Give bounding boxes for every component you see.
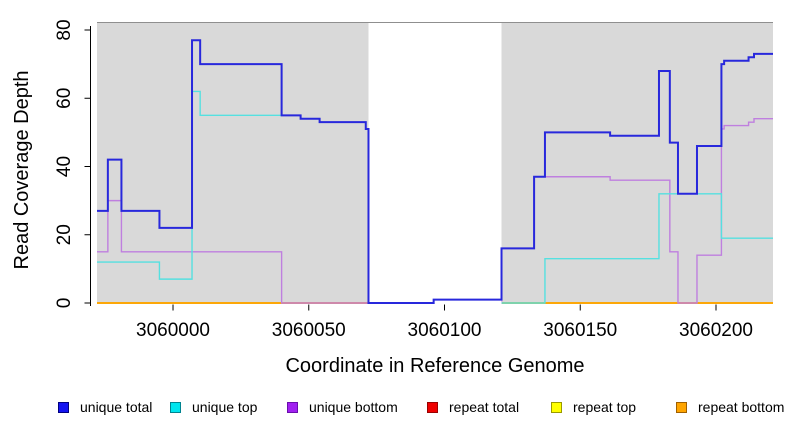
y-axis-title: Read Coverage Depth — [11, 70, 33, 269]
legend-item-repeat-top: repeat top — [551, 397, 636, 417]
legend-label: repeat top — [573, 399, 637, 415]
chart-legend: unique total unique top unique bottom re… — [0, 397, 792, 419]
uncovered-gap-region — [368, 23, 502, 305]
y-tick-label: 20 — [54, 224, 75, 245]
repeat-top-swatch-icon — [551, 401, 562, 413]
legend-item-repeat-bottom: repeat bottom — [676, 397, 784, 417]
x-tick-label: 3060150 — [543, 320, 617, 341]
legend-label: unique top — [192, 399, 258, 415]
unique-total-swatch-icon — [58, 401, 69, 413]
x-tick-label: 3060000 — [136, 320, 210, 341]
legend-item-unique-top: unique top — [170, 397, 257, 417]
x-axis-title: Coordinate in Reference Genome — [285, 355, 584, 377]
legend-label: unique bottom — [309, 399, 398, 415]
legend-label: repeat bottom — [698, 399, 785, 415]
series-unique-bottom-line — [97, 118, 773, 304]
unique-bottom-swatch-icon — [287, 401, 298, 413]
y-tick-label: 40 — [54, 156, 75, 177]
series-unique-total-line — [97, 39, 773, 304]
y-tick-label: 80 — [54, 19, 75, 40]
x-tick-label: 3060200 — [679, 320, 753, 341]
x-tick-label: 3060050 — [272, 320, 346, 341]
legend-item-repeat-total: repeat total — [427, 397, 519, 417]
repeat-bottom-swatch-icon — [676, 401, 687, 413]
y-tick-label: 60 — [54, 88, 75, 109]
y-tick-label: 0 — [54, 298, 75, 309]
legend-item-unique-bottom: unique bottom — [287, 397, 398, 417]
x-tick-label: 3060100 — [408, 320, 482, 341]
legend-label: unique total — [80, 399, 153, 415]
unique-top-swatch-icon — [170, 401, 181, 413]
repeat-total-swatch-icon — [427, 401, 438, 413]
plot-layers: 0 20 40 60 80 3060000 3060050 3060100 3060150 306… — [54, 19, 773, 341]
chart-svg: 0 20 40 60 80 3060000 3060050 3060100 3060150 306… — [11, 19, 773, 377]
legend-item-unique-total: unique total — [58, 397, 152, 417]
legend-label: repeat total — [449, 399, 520, 415]
